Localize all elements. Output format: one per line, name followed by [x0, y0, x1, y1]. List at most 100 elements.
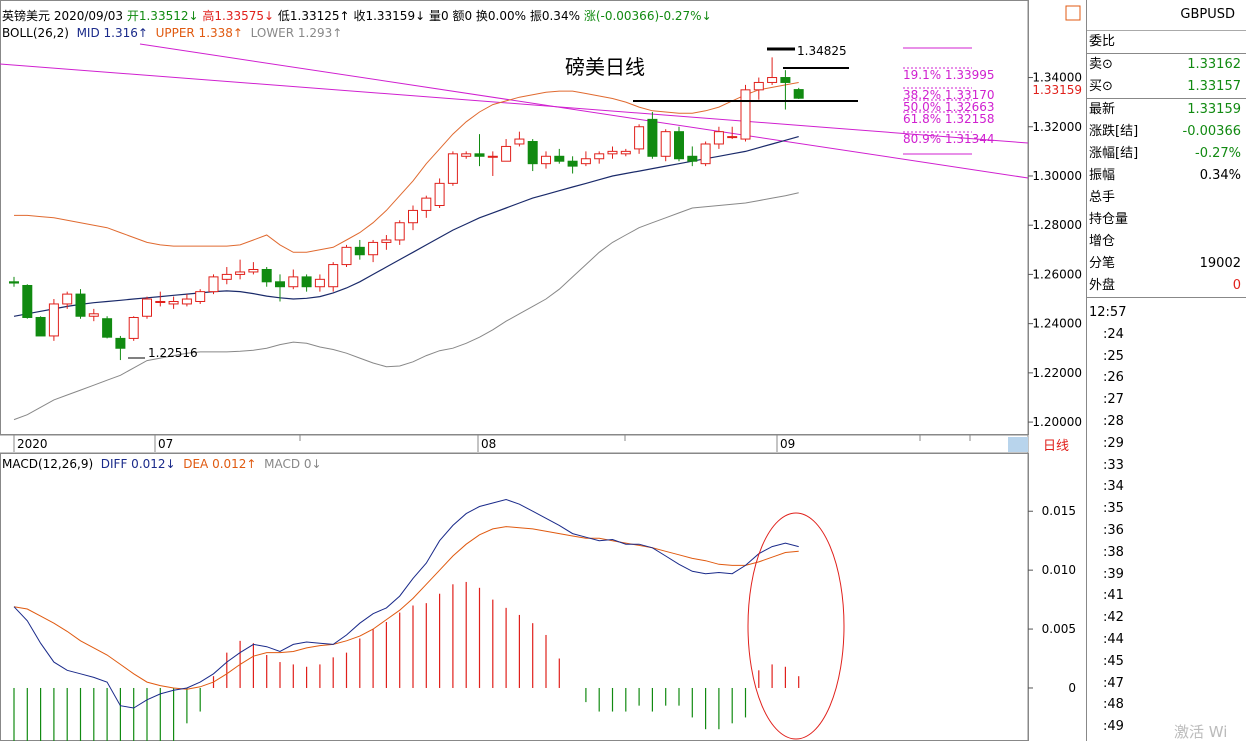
open-label: 开 — [126, 9, 139, 23]
macd-axis-label: 0 — [1068, 681, 1076, 695]
price-frame — [0, 0, 1029, 435]
tick-time: :33 — [1103, 457, 1124, 473]
high-label: 高 — [202, 9, 215, 23]
macd-header: MACD(12,26,9) DIFF 0.012↓ DEA 0.012↑ MAC… — [2, 457, 322, 471]
candle-body — [567, 160, 578, 167]
time-axis-label: 07 — [158, 437, 173, 451]
candle-body — [607, 150, 618, 155]
tick-time: :49 — [1103, 719, 1124, 735]
tick-time: :45 — [1103, 653, 1124, 669]
candle-body — [248, 268, 259, 273]
candle-body — [620, 150, 631, 155]
candle-body — [554, 155, 565, 162]
panel-row: 持仓量 — [1087, 209, 1246, 231]
candle-body — [634, 126, 645, 150]
macd-value: MACD 0↓ — [264, 457, 322, 471]
panel-row-value: 19002 — [1199, 256, 1241, 271]
macd-name: MACD(12,26,9) — [2, 457, 94, 471]
candle-body — [288, 276, 299, 288]
watermark: 激活 Wi — [1174, 723, 1228, 741]
current-price-label: 1.33159 — [1032, 83, 1082, 97]
panel-row: 外盘 0 — [1087, 275, 1246, 298]
candle-body — [301, 276, 312, 288]
tick-time: :44 — [1103, 631, 1124, 647]
panel-row: 涨跌[结] -0.00366 — [1087, 121, 1246, 143]
price-axis-label: 1.24000 — [1032, 317, 1082, 331]
panel-row: 振幅 0.34% — [1087, 165, 1246, 187]
panel-row-label: 最新 — [1089, 102, 1116, 117]
candle-body — [261, 268, 272, 283]
chart-svg[interactable]: 1.34000 1.32000 1.30000 1.28000 1.26000 1.240… — [0, 0, 1086, 741]
candle-body — [9, 281, 19, 284]
candle-body — [767, 77, 778, 83]
candle-body — [48, 303, 59, 337]
chart-title: 磅美日线 — [565, 55, 645, 79]
candle-body — [354, 246, 365, 256]
channel-line-lower — [139, 43, 1029, 179]
boll-lower-line — [13, 192, 799, 421]
candle-body — [35, 316, 46, 337]
change-value: 涨(-0.00366)-0.27%↓ — [583, 9, 712, 23]
candle-body — [341, 246, 352, 266]
amount-value: 额0 — [452, 9, 473, 23]
time-axis-label: 2020 — [17, 437, 48, 451]
price-axis-label: 1.34000 — [1032, 71, 1082, 85]
tick-time: :48 — [1103, 697, 1124, 713]
panel-row-value: 0 — [1232, 278, 1241, 293]
tick-time: :38 — [1103, 544, 1124, 560]
candle-body — [674, 131, 684, 160]
candle-body — [647, 118, 658, 157]
candle-body — [793, 89, 804, 99]
channel-line-upper — [0, 63, 1029, 144]
panel-row-label: 增仓 — [1089, 234, 1116, 249]
candle-body — [235, 271, 246, 275]
high-price-label: 1.34825 — [797, 44, 847, 58]
chart-area[interactable]: 1.34000 1.32000 1.30000 1.28000 1.26000 1.240… — [0, 0, 1086, 741]
candle-body — [181, 298, 192, 305]
highlight-ellipse — [747, 512, 845, 740]
candle-body — [195, 291, 206, 302]
fib-label: 50.0% 1.32663 — [903, 100, 995, 114]
tick-time: :34 — [1103, 479, 1124, 495]
candle-body — [474, 153, 485, 157]
tick-time: :42 — [1103, 610, 1124, 626]
open-value: 1.33512↓ — [138, 9, 199, 23]
candle-body — [168, 300, 179, 305]
fib-label: 19.1% 1.33995 — [903, 68, 995, 82]
candle-body — [128, 316, 139, 339]
amplitude-value: 振0.34% — [529, 9, 580, 23]
boll-upper: UPPER 1.338↑ — [155, 26, 243, 40]
candle-body — [780, 77, 791, 83]
candle-body — [328, 264, 339, 288]
panel-row-label: 委比 — [1089, 34, 1116, 49]
candle-body — [275, 281, 285, 288]
quote-panel: GBPUSD 委比 卖⊙ 1.33162 买⊙ 1.33157 最新 1.33159 涨跌[结… — [1086, 0, 1246, 741]
tick-time: :24 — [1103, 326, 1124, 342]
tick-time: :26 — [1103, 370, 1124, 386]
macd-frame — [0, 453, 1029, 741]
candle-body — [75, 293, 86, 317]
macd-diff: DIFF 0.012↓ — [100, 457, 176, 471]
candle-body — [527, 141, 538, 165]
candle-body — [115, 337, 126, 349]
panel-symbol-text: GBPUSD — [1180, 7, 1235, 22]
boll-upper-line — [14, 82, 799, 253]
tick-list[interactable]: 12:57:24:25:26:27:28:29:33:34:35:36:38:3… — [1087, 302, 1246, 738]
low-price-label: 1.22516 — [148, 346, 198, 360]
panel-row: 分笔 19002 — [1087, 253, 1246, 275]
candle-body — [447, 153, 458, 184]
candle-body — [421, 197, 432, 211]
candle-body — [541, 155, 551, 165]
candle-body — [408, 209, 418, 224]
panel-row-value: 0.34% — [1199, 168, 1241, 183]
panel-row: 总手 — [1087, 187, 1246, 209]
panel-row-value: 1.33159 — [1187, 102, 1241, 117]
candle-body — [753, 81, 764, 91]
tick-time: 12:57 — [1089, 305, 1127, 320]
candle-body — [687, 155, 698, 162]
candle-body — [22, 284, 33, 318]
candle-body — [314, 278, 325, 288]
symbol-name: 英镑美元 — [2, 9, 51, 23]
period-label: 日线 — [1043, 439, 1069, 454]
panel-row-label: 分笔 — [1089, 256, 1116, 271]
